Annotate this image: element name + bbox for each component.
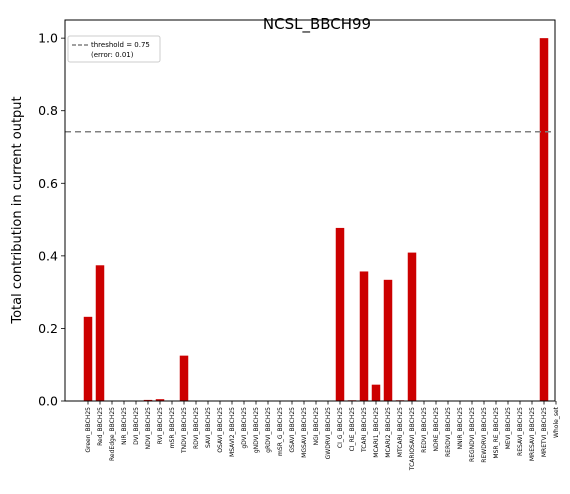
y-axis-label: Total contribution in current output xyxy=(10,96,25,324)
x-tick-label: REGNDVI_BBCH25 xyxy=(469,407,476,462)
y-tick-label: 1.0 xyxy=(38,31,58,46)
y-tick-label: 0.0 xyxy=(38,394,58,409)
x-tick-label: TCARI_BBCH25 xyxy=(361,407,368,453)
bar-1 xyxy=(96,265,105,401)
x-tick-label: RedEdge_BBCH25 xyxy=(109,407,116,461)
bar-series xyxy=(84,38,549,401)
x-tick-label: GWDRVI_BBCH25 xyxy=(325,407,332,460)
x-tick-label: MSAVI2_BBCH25 xyxy=(229,407,236,457)
y-tick-label: 0.6 xyxy=(38,176,58,191)
plot-frame xyxy=(65,20,555,401)
x-tick-label: Whole_set xyxy=(553,406,560,438)
x-tick-label: MRETVI_BBCH25 xyxy=(541,407,548,457)
x-tick-label: TCARIOSAVI_BBCH25 xyxy=(409,407,416,471)
y-tick-label: 0.2 xyxy=(38,321,58,336)
x-tick-label: Red_BBCH25 xyxy=(97,407,104,446)
x-tick-label: Green_BBCH25 xyxy=(85,407,92,453)
bar-0 xyxy=(84,317,93,401)
x-tick-label: MTCARI_BBCH25 xyxy=(397,407,404,457)
x-tick-label: MSR_RE_BBCH25 xyxy=(493,407,500,459)
bar-23 xyxy=(360,271,369,401)
x-tick-label: SAVI_BBCH25 xyxy=(205,407,212,448)
y-axis: 0.0 0.2 0.4 0.6 0.8 1.0 xyxy=(38,31,65,409)
x-tick-label: DVI_BBCH25 xyxy=(133,407,140,445)
x-tick-label: MCARI2_BBCH25 xyxy=(385,407,392,458)
x-tick-label: RDVI_BBCH25 xyxy=(193,407,200,449)
x-tick-label: REDVI_BBCH25 xyxy=(421,407,428,453)
x-axis: Green_BBCH25 Red_BBCH25 RedEdge_BBCH25 NIR_… xyxy=(85,401,560,471)
x-tick-label: MCARI1_BBCH25 xyxy=(373,407,380,458)
legend-threshold-label: threshold = 0.75 xyxy=(91,41,150,49)
bar-27 xyxy=(408,253,417,401)
x-tick-label: MEVI_BBCH25 xyxy=(505,407,512,449)
x-tick-label: OSAVI_BBCH25 xyxy=(217,407,224,453)
x-tick-label: mSR_BBCH25 xyxy=(169,407,176,448)
x-tick-label: gDVI_BBCH25 xyxy=(241,407,248,449)
bar-24 xyxy=(372,385,381,401)
x-tick-label: NGI_BBCH25 xyxy=(313,407,320,446)
x-tick-label: CI_G_BBCH25 xyxy=(337,407,344,448)
x-tick-label: CI_RE_BBCH25 xyxy=(349,407,356,452)
chart-title: NCSL_BBCH99 xyxy=(263,15,371,34)
legend: threshold = 0.75 (error: 0.01) xyxy=(68,36,160,62)
x-tick-label: GSAVI_BBCH25 xyxy=(289,407,296,453)
x-tick-label: RERDVI_BBCH25 xyxy=(445,407,452,457)
x-tick-label: NDRE_BBCH25 xyxy=(433,407,440,452)
x-tick-label: MRESAVI_BBCH25 xyxy=(529,407,536,461)
x-tick-label: NNIR_BBCH25 xyxy=(457,407,464,450)
bar-38 xyxy=(540,38,549,401)
x-tick-label: RVI_BBCH25 xyxy=(157,407,164,444)
x-tick-label: NDVI_BBCH25 xyxy=(145,407,152,450)
x-tick-label: gNDVI_BBCH25 xyxy=(253,407,260,453)
x-tick-label: TNDVI_BBCH25 xyxy=(181,407,188,454)
x-tick-label: REWDRVI_BBCH25 xyxy=(481,407,488,463)
x-tick-label: RESAVI_BBCH25 xyxy=(517,407,524,456)
x-tick-label: mSR_G_BBCH25 xyxy=(277,407,284,456)
x-tick-label: gRDVI_BBCH25 xyxy=(265,407,272,453)
y-tick-label: 0.4 xyxy=(38,248,58,263)
legend-threshold-sublabel: (error: 0.01) xyxy=(91,51,134,59)
bar-21 xyxy=(336,228,345,401)
x-tick-label: MGSAVI_BBCH25 xyxy=(301,407,308,458)
bar-8 xyxy=(180,356,189,401)
y-tick-label: 0.8 xyxy=(38,103,58,118)
bar-25 xyxy=(384,280,393,401)
x-tick-label: NIR_BBCH25 xyxy=(121,407,128,445)
